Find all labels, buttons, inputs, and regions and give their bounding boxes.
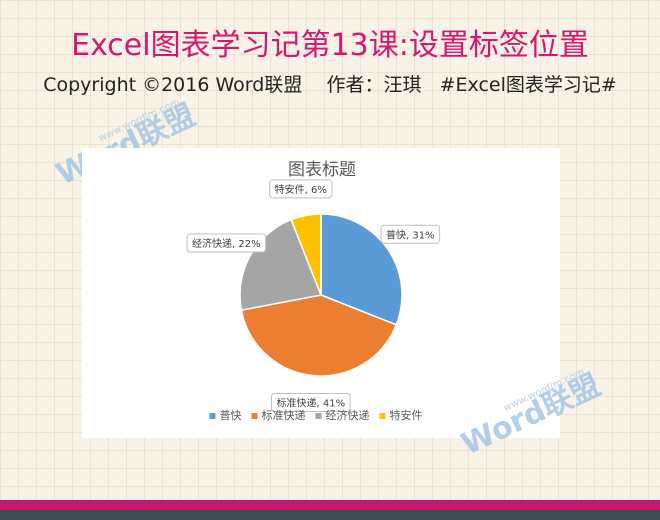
legend-swatch xyxy=(251,413,258,419)
data-label: 普快, 31% xyxy=(386,228,435,241)
data-label-box xyxy=(271,393,351,413)
chart: 图表标题 普快, 31% 标准快递, 41% 经济快递, 22% 特安件, 6% 普快 标… xyxy=(82,148,560,438)
legend-label: 经济快递 xyxy=(326,408,370,422)
legend-swatch xyxy=(379,413,386,419)
legend-label: 标准快递 xyxy=(262,408,306,422)
data-label-box xyxy=(269,179,333,199)
legend-label: 特安件 xyxy=(390,408,423,422)
data-label: 标准快递, 41% xyxy=(277,397,346,410)
legend-swatch xyxy=(209,413,216,419)
footer-stripe xyxy=(0,500,660,510)
pie-slice xyxy=(240,294,398,377)
data-label: 特安件, 6% xyxy=(275,183,327,196)
data-label-box xyxy=(186,233,267,253)
legend-swatch xyxy=(315,413,322,419)
pie-slice xyxy=(290,213,322,296)
page-title: Excel图表学习记第13课:设置标签位置 xyxy=(71,28,589,63)
footer-bar xyxy=(0,510,660,520)
page-subtitle: Copyright ©2016 Word联盟 作者：汪琪 #Excel图表学习记… xyxy=(43,74,617,96)
chart-title: 图表标题 xyxy=(288,160,356,180)
data-label: 经济快递, 22% xyxy=(192,237,261,250)
data-label-box xyxy=(380,224,441,244)
legend-label: 普快 xyxy=(220,408,242,422)
